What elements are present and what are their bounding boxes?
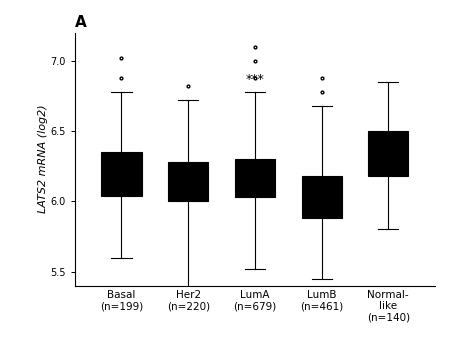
- PathPatch shape: [102, 152, 141, 196]
- PathPatch shape: [302, 176, 342, 218]
- PathPatch shape: [368, 131, 408, 176]
- Y-axis label: LATS2 mRNA (log2): LATS2 mRNA (log2): [37, 105, 48, 213]
- PathPatch shape: [235, 159, 275, 197]
- Text: A: A: [75, 15, 86, 30]
- Text: ***: ***: [246, 73, 264, 86]
- PathPatch shape: [168, 162, 208, 201]
